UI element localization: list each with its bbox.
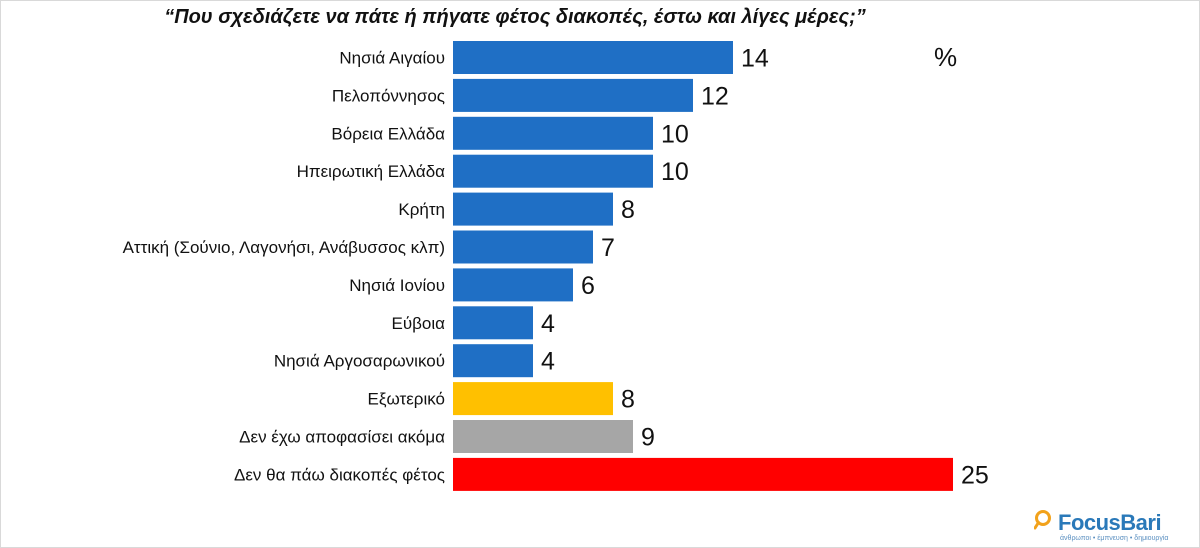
value-label: 14 [741,45,769,73]
logo-tagline: άνθρωποι • έμπνευση • δημιουργία [1060,535,1169,542]
category-label: Αττική (Σούνιο, Λαγονήσι, Ανάβυσσος κλπ) [123,238,445,257]
value-label: 12 [701,82,729,110]
logo-text: FocusBari [1058,510,1162,535]
bar [453,154,653,188]
category-label: Νησιά Ιονίου [349,276,445,295]
category-label: Πελοπόννησος [332,86,445,105]
value-label: 8 [621,196,635,224]
bar [453,230,593,264]
bar [453,306,533,340]
bar [453,382,613,416]
category-label: Εξωτερικό [368,390,445,409]
category-label: Δεν έχω αποφασίσει ακόμα [239,428,445,447]
unit-label: % [934,42,958,72]
bar [453,268,573,302]
value-label: 7 [601,234,615,262]
category-label: Κρήτη [398,200,445,219]
bar [453,344,533,378]
bar [453,192,613,226]
bar [453,457,953,491]
focusbari-logo: FocusBari άνθρωποι • έμπνευση • δημιουργ… [1034,507,1194,545]
value-label: 4 [541,348,555,376]
category-label: Βόρεια Ελλάδα [331,124,445,143]
value-label: 4 [541,310,555,338]
magnifier-icon [1034,510,1051,530]
chart-title: “Που σχεδιάζετε να πάτε ή πήγατε φέτος δ… [164,6,866,28]
bar [453,78,693,112]
value-label: 9 [641,424,655,452]
value-label: 8 [621,386,635,414]
value-label: 6 [581,272,595,300]
category-label: Νησιά Αργοσαρωνικού [274,352,445,371]
value-label: 10 [661,120,689,148]
category-label: Εύβοια [392,314,446,333]
category-label: Ηπειρωτική Ελλάδα [297,162,446,181]
bar [453,41,733,74]
value-label: 25 [961,461,989,489]
value-label: 10 [661,158,689,186]
category-label: Δεν θα πάω διακοπές φέτος [234,465,445,484]
bar [453,420,633,453]
bar [453,116,653,150]
category-label: Νησιά Αιγαίου [339,49,445,68]
